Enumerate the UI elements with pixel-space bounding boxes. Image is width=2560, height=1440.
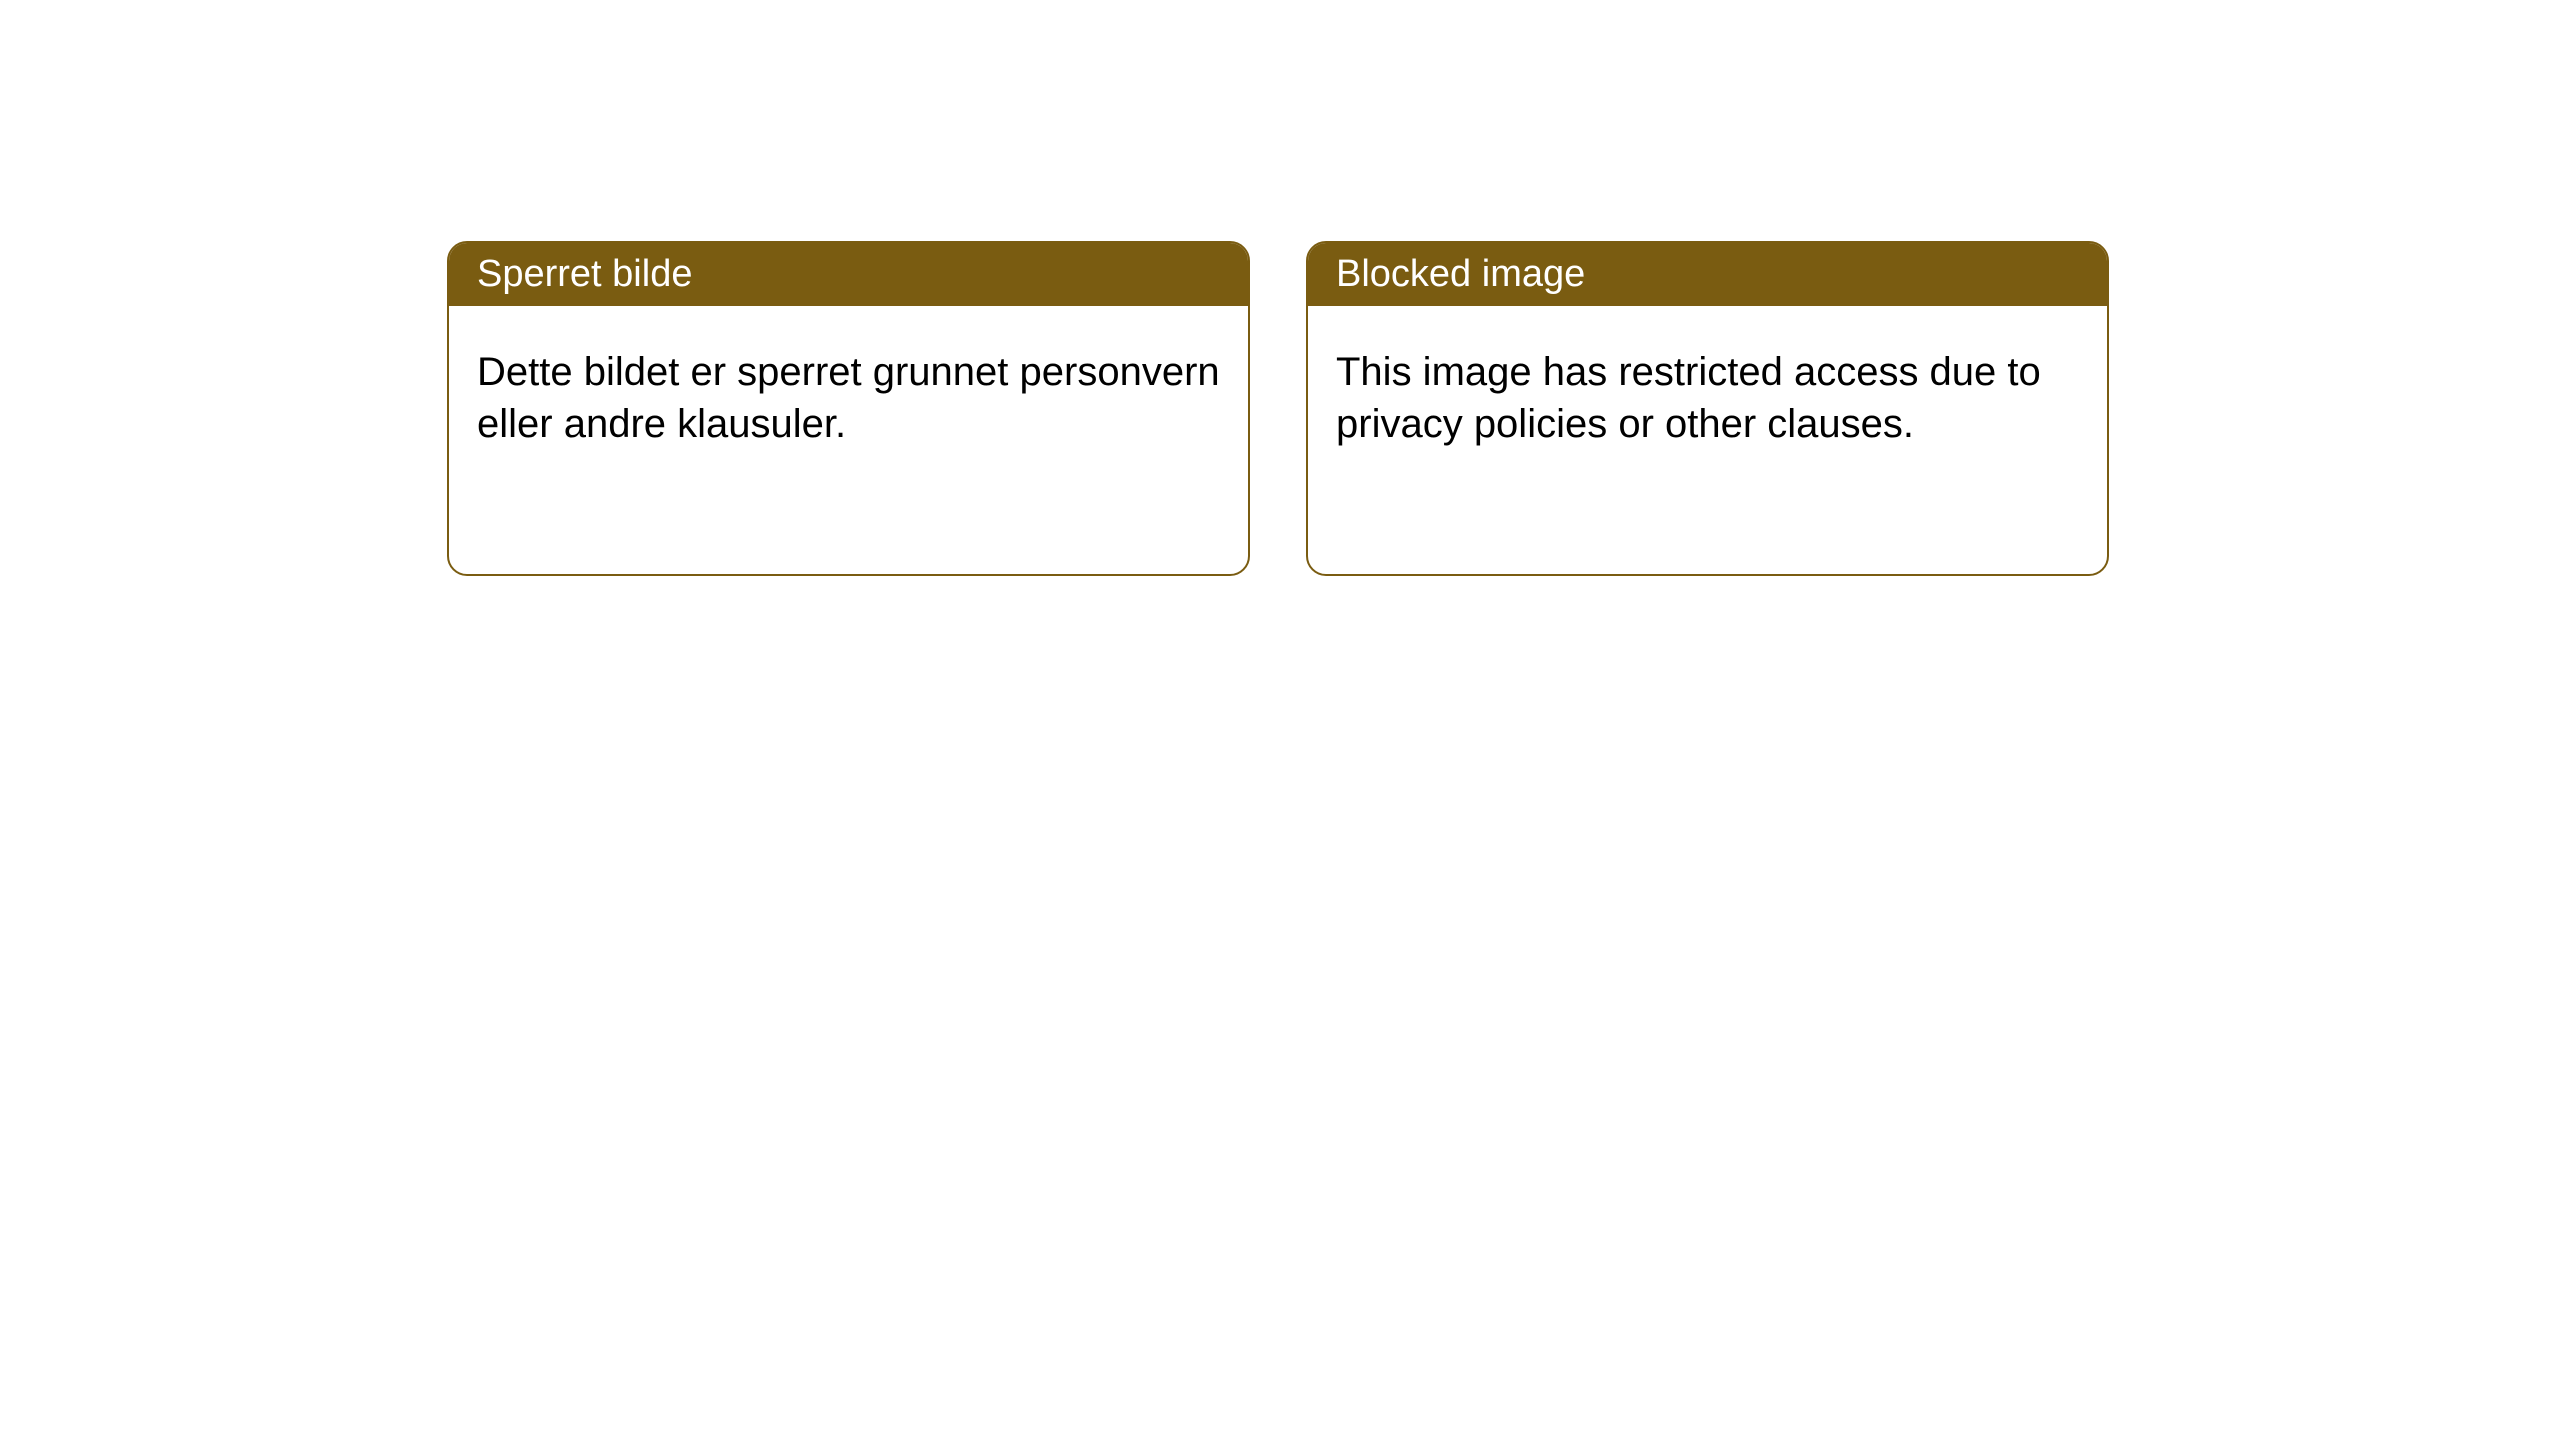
card-title-nor: Sperret bilde [449,243,1248,306]
blocked-image-card-nor: Sperret bilde Dette bildet er sperret gr… [447,241,1250,576]
notice-container: Sperret bilde Dette bildet er sperret gr… [0,0,2560,576]
card-body-en: This image has restricted access due to … [1308,306,2107,490]
card-title-en: Blocked image [1308,243,2107,306]
blocked-image-card-en: Blocked image This image has restricted … [1306,241,2109,576]
card-body-nor: Dette bildet er sperret grunnet personve… [449,306,1248,490]
